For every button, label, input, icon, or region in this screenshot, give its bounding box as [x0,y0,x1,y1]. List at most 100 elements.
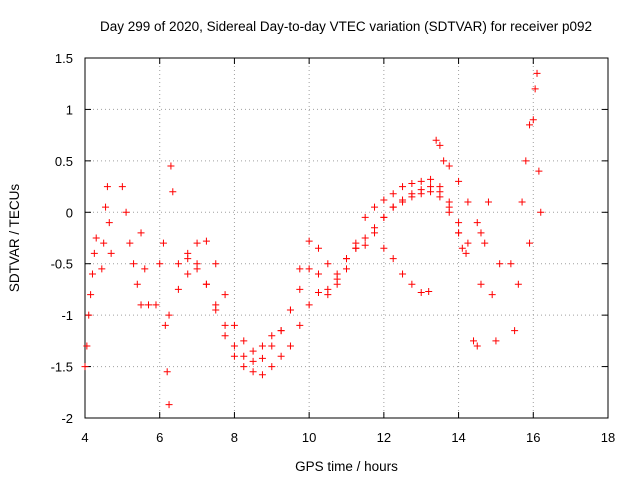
chart-title: Day 299 of 2020, Sidereal Day-to-day VTE… [100,19,592,34]
data-point [436,141,444,149]
data-point [529,116,537,124]
data-point [531,85,539,93]
data-point [268,342,276,350]
data-point [470,337,478,345]
data-point [324,260,332,268]
data-point [296,321,304,329]
y-tick-label: 1.5 [55,51,73,66]
y-tick-label: -2 [61,411,73,426]
series-arc-10 [152,162,177,409]
data-point [427,175,435,183]
data-point [455,229,463,237]
data-point [268,363,276,371]
data-point [100,239,108,247]
series-arc-11 [470,198,504,350]
data-point [477,280,485,288]
data-point [258,342,266,350]
series-arc-2 [174,183,470,365]
data-point [518,198,526,206]
data-point [514,280,522,288]
data-point [361,234,369,242]
data-point [159,239,167,247]
plot-frame [84,57,609,419]
x-tick-label: 12 [377,430,391,445]
data-point [126,239,134,247]
data-point [408,179,416,187]
data-point [133,280,141,288]
data-point [277,327,285,335]
data-point [268,332,276,340]
data-point [371,203,379,211]
data-point [436,183,444,191]
labels-layer: GPS time / hours SDTVAR / TECUs [7,184,398,474]
data-point [389,203,397,211]
x-axis-label: GPS time / hours [295,459,398,474]
data-point [333,275,341,283]
data-point [161,321,169,329]
data-point [526,239,534,247]
data-point [462,249,470,257]
data-point [432,136,440,144]
data-point [118,183,126,191]
data-point [305,237,313,245]
data-point [296,265,304,273]
data-point [240,352,248,360]
data-point [107,249,115,257]
data-point [258,354,266,362]
marks-layer [81,69,545,409]
data-point [481,239,489,247]
data-point [380,213,388,221]
data-point [202,237,210,245]
data-point [165,401,173,409]
y-tick-label: 0.5 [55,154,73,169]
data-point [399,270,407,278]
data-point [488,291,496,299]
x-tick-label: 6 [156,430,163,445]
data-point [314,289,322,297]
data-point [221,291,229,299]
data-point [102,203,110,211]
series-arc-7 [98,183,115,273]
data-point [380,244,388,252]
data-point [389,190,397,198]
data-point [212,260,220,268]
series-arc-6 [81,234,100,371]
data-point [427,183,435,191]
data-point [174,285,182,293]
data-point [156,260,164,268]
data-point [526,121,534,129]
data-point [445,162,453,170]
grid-layer [85,58,608,418]
data-point [492,337,500,345]
series-arc-12 [507,157,534,335]
data-point [212,301,220,309]
data-point [305,301,313,309]
data-point [361,241,369,249]
x-tick-label: 18 [601,430,615,445]
series-arc-5 [432,136,485,237]
data-point [533,69,541,77]
data-point [408,190,416,198]
data-point [85,311,93,319]
y-tick-label: -1.5 [51,360,73,375]
data-point [202,280,210,288]
data-point [92,234,100,242]
x-tick-label: 10 [302,430,316,445]
data-point [352,244,360,252]
data-point [464,239,472,247]
data-point [455,219,463,227]
data-point [473,219,481,227]
data-point [464,198,472,206]
data-point [249,357,257,365]
axes-layer: 4 6 8 10 12 14 16 18 -2 -1.5 -1 -0.5 0 0.5 1 1.5 [51,51,616,445]
data-point [193,239,201,247]
x-tick-label: 14 [451,430,465,445]
data-point [230,352,238,360]
data-point [169,188,177,196]
data-point [477,229,485,237]
data-point [240,337,248,345]
data-point [88,270,96,278]
data-point [286,342,294,350]
data-point [184,249,192,257]
data-point [522,157,530,165]
